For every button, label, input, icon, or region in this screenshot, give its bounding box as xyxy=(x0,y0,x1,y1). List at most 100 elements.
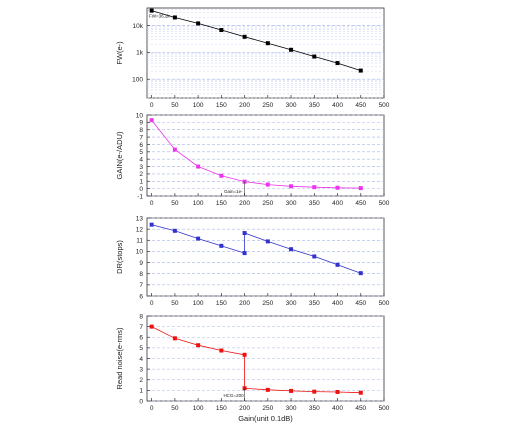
gain-data-point xyxy=(172,147,177,152)
gain-data-point xyxy=(312,185,317,190)
read-noise-x-tick-label: 200 xyxy=(239,405,250,412)
read-noise-x-tick-label: 50 xyxy=(171,405,179,412)
gain-y-tick-label: 0 xyxy=(139,186,143,193)
gain-y-tick-label: 2 xyxy=(139,171,143,178)
gain-y-tick-label: 4 xyxy=(139,156,143,163)
fw-x-tick-label: 500 xyxy=(379,102,390,109)
gain-x-tick-label: 300 xyxy=(286,200,297,207)
read-noise-x-tick-label: 500 xyxy=(379,405,390,412)
fw-x-tick-label: 200 xyxy=(239,102,250,109)
read-noise-y-tick-label: 0 xyxy=(139,398,143,405)
read-noise-y-tick-label: 6 xyxy=(139,335,143,342)
fw-x-tick-label: 150 xyxy=(216,102,227,109)
fw-x-tick-label: 100 xyxy=(193,102,204,109)
dr-x-tick-label: 350 xyxy=(309,300,320,307)
fw-data-point xyxy=(149,8,154,13)
read-noise-data-point xyxy=(196,343,201,348)
gain-y-tick-label: 3 xyxy=(139,164,143,171)
gain-x-tick-label: 200 xyxy=(239,200,250,207)
dr-y-tick-label: 8 xyxy=(139,271,143,278)
dr-y-tick-label: 10 xyxy=(136,249,144,256)
dr-data-point xyxy=(149,222,154,227)
dr-data-point xyxy=(335,262,340,267)
dr-x-tick-label: 400 xyxy=(332,300,343,307)
read-noise-x-tick-label: 100 xyxy=(193,405,204,412)
read-noise-data-point xyxy=(312,389,317,394)
read-noise-x-axis-label: Gain(unit 0.1dB) xyxy=(238,414,293,423)
read-noise-x-tick-label: 300 xyxy=(286,405,297,412)
gain-x-tick-label: 450 xyxy=(355,200,366,207)
fw-data-point xyxy=(265,41,270,46)
gain-x-tick-label: 150 xyxy=(216,200,227,207)
fw-x-tick-label: 50 xyxy=(171,102,179,109)
gain-x-tick-label: 100 xyxy=(193,200,204,207)
read-noise-data-point xyxy=(265,387,270,392)
gain-annotation: Gain=1e- xyxy=(224,189,243,194)
fw-data-point xyxy=(196,21,201,26)
dr-x-tick-label: 250 xyxy=(262,300,273,307)
gain-y-tick-label: 10 xyxy=(136,112,144,119)
gain-x-tick-label: 0 xyxy=(150,200,154,207)
gain-plot-frame xyxy=(146,114,385,197)
read-noise-annotation: HCG=200 xyxy=(223,393,244,398)
read-noise-y-tick-label: 5 xyxy=(139,345,143,352)
read-noise-y-tick-label: 1 xyxy=(139,388,143,395)
fw-y-tick-label: 100 xyxy=(132,77,143,84)
read-noise-data-point xyxy=(219,348,224,353)
dr-data-point xyxy=(358,271,363,276)
dr-plot-frame xyxy=(146,217,385,297)
gain-y-tick-label: 7 xyxy=(139,134,143,141)
gain-data-point xyxy=(196,164,201,169)
gain-y-axis-label: GAIN(e-/ADU) xyxy=(115,131,124,179)
gain-y-tick-label: 8 xyxy=(139,127,143,134)
gain-y-tick-label: -1 xyxy=(137,193,143,200)
read-noise-x-tick-label: 0 xyxy=(150,405,154,412)
gain-data-point xyxy=(219,173,224,178)
dr-x-tick-label: 300 xyxy=(286,300,297,307)
fw-series-line xyxy=(151,10,361,71)
dr-x-tick-label: 150 xyxy=(216,300,227,307)
dr-x-tick-label: 50 xyxy=(171,300,179,307)
dr-x-tick-label: 100 xyxy=(193,300,204,307)
read-noise-x-tick-label: 250 xyxy=(262,405,273,412)
read-noise-y-tick-label: 3 xyxy=(139,366,143,373)
gain-data-point xyxy=(335,185,340,190)
gain-y-tick-label: 6 xyxy=(139,142,143,149)
gain-x-tick-label: 500 xyxy=(379,200,390,207)
gain-series-line xyxy=(151,119,361,189)
read-noise-x-tick-label: 400 xyxy=(332,405,343,412)
dr-y-tick-label: 9 xyxy=(139,260,143,267)
read-noise-data-point xyxy=(149,324,154,329)
read-noise-y-axis-label: Read noise(e-rms) xyxy=(115,327,124,390)
dr-y-tick-label: 7 xyxy=(139,282,143,289)
fw-x-tick-label: 0 xyxy=(150,102,154,109)
gain-x-tick-label: 50 xyxy=(171,200,179,207)
read-noise-data-point xyxy=(358,390,363,395)
gain-data-point xyxy=(358,186,363,191)
dr-data-point xyxy=(312,254,317,259)
gain-y-tick-label: 5 xyxy=(139,149,143,156)
fw-plot-frame xyxy=(146,7,385,99)
dr-x-tick-label: 200 xyxy=(239,300,250,307)
dr-data-point xyxy=(242,251,247,256)
fw-y-tick-label: 10k xyxy=(133,23,144,30)
gain-data-point xyxy=(289,184,294,189)
read-noise-data-point xyxy=(172,336,177,341)
fw-x-tick-label: 450 xyxy=(355,102,366,109)
dr-y-tick-label: 11 xyxy=(136,238,143,245)
read-noise-y-tick-label: 8 xyxy=(139,313,143,320)
read-noise-data-point xyxy=(242,352,247,357)
read-noise-x-tick-label: 350 xyxy=(309,405,320,412)
gain-y-tick-label: 1 xyxy=(139,179,143,186)
fw-x-tick-label: 400 xyxy=(332,102,343,109)
fw-data-point xyxy=(312,54,317,59)
fw-y-tick-label: 1k xyxy=(136,50,144,57)
fw-data-point xyxy=(219,28,224,33)
read-noise-x-tick-label: 450 xyxy=(355,405,366,412)
dr-y-axis-label: DR(stops) xyxy=(115,240,124,274)
read-noise-y-tick-label: 4 xyxy=(139,356,143,363)
fw-data-point xyxy=(358,68,363,73)
gain-data-point xyxy=(265,182,270,187)
dr-data-point xyxy=(289,247,294,252)
gain-x-tick-label: 400 xyxy=(332,200,343,207)
